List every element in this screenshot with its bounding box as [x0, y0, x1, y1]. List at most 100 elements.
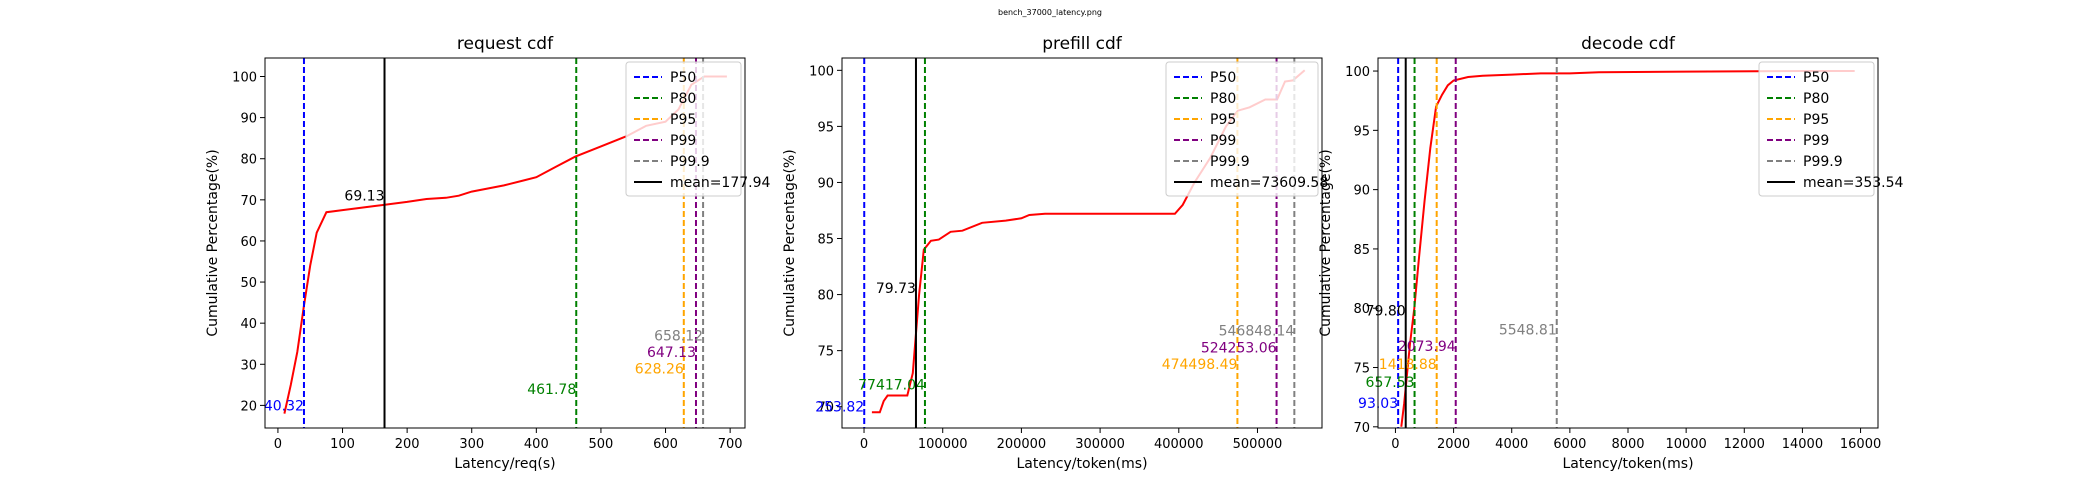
legend-entry: P99.9 — [1803, 154, 1843, 170]
y-tick-label: 95 — [817, 120, 834, 135]
legend-entry: P99 — [670, 133, 696, 149]
legend-entry: P99 — [1803, 133, 1829, 149]
vline-value-label: 1418.88 — [1379, 357, 1437, 373]
x-axis-label: Latency/token(ms) — [1016, 456, 1147, 472]
x-tick-label: 300 — [459, 437, 484, 452]
figure-title: bench_37000_latency.png — [997, 8, 1102, 17]
x-tick-label: 100000 — [918, 437, 968, 452]
legend-entry: mean=177.94 — [670, 175, 771, 191]
cdf-series-line — [1400, 70, 1855, 427]
legend-entry: P99.9 — [670, 154, 710, 170]
chart-title: decode cdf — [1581, 34, 1676, 54]
y-tick-label: 85 — [817, 233, 834, 248]
x-tick-label: 700 — [718, 437, 743, 452]
x-tick-label: 500000 — [1233, 437, 1283, 452]
legend-box — [1165, 61, 1319, 197]
y-tick-label: 80 — [240, 153, 257, 168]
chart-panel-2: prefill cdf 0 100000 200000 300000 400000 5000… — [782, 34, 1328, 472]
y-tick-label: 90 — [240, 112, 257, 127]
y-tick-label: 100 — [1345, 65, 1370, 80]
x-tick-label: 10000 — [1665, 437, 1706, 452]
x-tick-label: 0 — [1391, 437, 1399, 452]
vline-value-label: 253.82 — [815, 400, 864, 416]
vline-value-label: 628.26 — [635, 361, 684, 377]
x-tick-label: 200 — [395, 437, 420, 452]
legend-entry: P50 — [1803, 70, 1829, 86]
y-axis-label: Cumulative Percentage(%) — [1318, 149, 1334, 336]
y-axis-label: Cumulative Percentage(%) — [782, 149, 798, 336]
y-tick-label: 100 — [809, 64, 834, 79]
y-tick-label: 50 — [240, 276, 257, 291]
plot-frame — [841, 57, 1323, 429]
y-tick-label: 20 — [240, 399, 257, 414]
legend-entry: P80 — [1210, 91, 1236, 107]
vline-value-label: 658.12 — [654, 329, 703, 345]
y-tick-label: 70 — [1353, 421, 1370, 436]
legend-entry: mean=73609.58 — [1210, 175, 1328, 191]
vline-value-label: 79.73 — [876, 281, 916, 297]
vline-value-label: 524253.06 — [1201, 340, 1277, 356]
x-tick-label: 0 — [860, 437, 868, 452]
legend-entry: mean=353.54 — [1803, 175, 1904, 191]
x-tick-label: 200000 — [997, 437, 1047, 452]
y-axis-label: Cumulative Percentage(%) — [205, 149, 221, 336]
x-tick-label: 400000 — [1154, 437, 1204, 452]
vline-value-label: 79.80 — [1366, 304, 1406, 320]
x-axis-label: Latency/req(s) — [454, 456, 555, 472]
x-tick-label: 400 — [524, 437, 549, 452]
vline-value-label: 474498.49 — [1162, 357, 1238, 373]
legend-box — [625, 61, 742, 197]
y-tick-label: 90 — [1353, 184, 1370, 199]
y-tick-label: 75 — [1353, 362, 1370, 377]
chart-panel-1: request cdf 0 100 200 300 400 500 600 700 20 30 40 5… — [205, 34, 771, 472]
y-tick-label: 80 — [1353, 302, 1370, 317]
y-tick-label: 85 — [1353, 243, 1370, 258]
legend-entry: P50 — [670, 70, 696, 86]
y-tick-label: 40 — [240, 317, 257, 332]
x-axis-label: Latency/token(ms) — [1562, 456, 1693, 472]
legend-entry: P95 — [1210, 112, 1236, 128]
legend-entry: P95 — [1803, 112, 1829, 128]
x-tick-label: 8000 — [1611, 437, 1644, 452]
legend-entry: P99.9 — [1210, 154, 1250, 170]
legend-entry: P99 — [1210, 133, 1236, 149]
y-tick-label: 80 — [817, 289, 834, 304]
x-tick-label: 14000 — [1782, 437, 1823, 452]
y-tick-label: 100 — [232, 71, 257, 86]
x-tick-label: 16000 — [1840, 437, 1881, 452]
x-tick-label: 0 — [274, 437, 282, 452]
y-tick-label: 75 — [817, 345, 834, 360]
y-tick-label: 70 — [817, 401, 834, 416]
y-tick-label: 30 — [240, 358, 257, 373]
x-tick-label: 600 — [653, 437, 678, 452]
plot-frame — [264, 57, 746, 429]
x-tick-label: 2000 — [1437, 437, 1470, 452]
vline-value-label: 40.32 — [264, 398, 304, 414]
vline-value-label: 2073.94 — [1398, 339, 1456, 355]
y-tick-label: 60 — [240, 235, 257, 250]
vline-value-label: 5548.81 — [1499, 323, 1557, 339]
vline-value-label: 461.78 — [527, 382, 576, 398]
legend-entry: P80 — [1803, 91, 1829, 107]
y-tick-label: 70 — [240, 194, 257, 209]
chart-title: prefill cdf — [1042, 34, 1123, 54]
vline-value-label: 77417.04 — [858, 377, 925, 393]
x-tick-label: 6000 — [1553, 437, 1586, 452]
x-tick-label: 100 — [330, 437, 355, 452]
chart-title: request cdf — [457, 34, 554, 54]
y-tick-label: 95 — [1353, 124, 1370, 139]
y-tick-label: 90 — [817, 176, 834, 191]
vline-value-label: 69.13 — [344, 189, 384, 205]
vline-value-label: 657.53 — [1366, 375, 1415, 391]
legend-entry: P80 — [670, 91, 696, 107]
legend-entry: P95 — [670, 112, 696, 128]
x-tick-label: 500 — [589, 437, 614, 452]
x-tick-label: 12000 — [1724, 437, 1765, 452]
chart-panel-3: decode cdf 0 2000 4000 6000 8000 10000 12000 140… — [1318, 34, 1904, 472]
vline-value-label: 647.13 — [647, 345, 696, 361]
x-tick-label: 300000 — [1075, 437, 1125, 452]
vline-value-label: 546848.14 — [1219, 323, 1295, 339]
x-tick-label: 4000 — [1495, 437, 1528, 452]
plot-frame — [1377, 57, 1879, 429]
